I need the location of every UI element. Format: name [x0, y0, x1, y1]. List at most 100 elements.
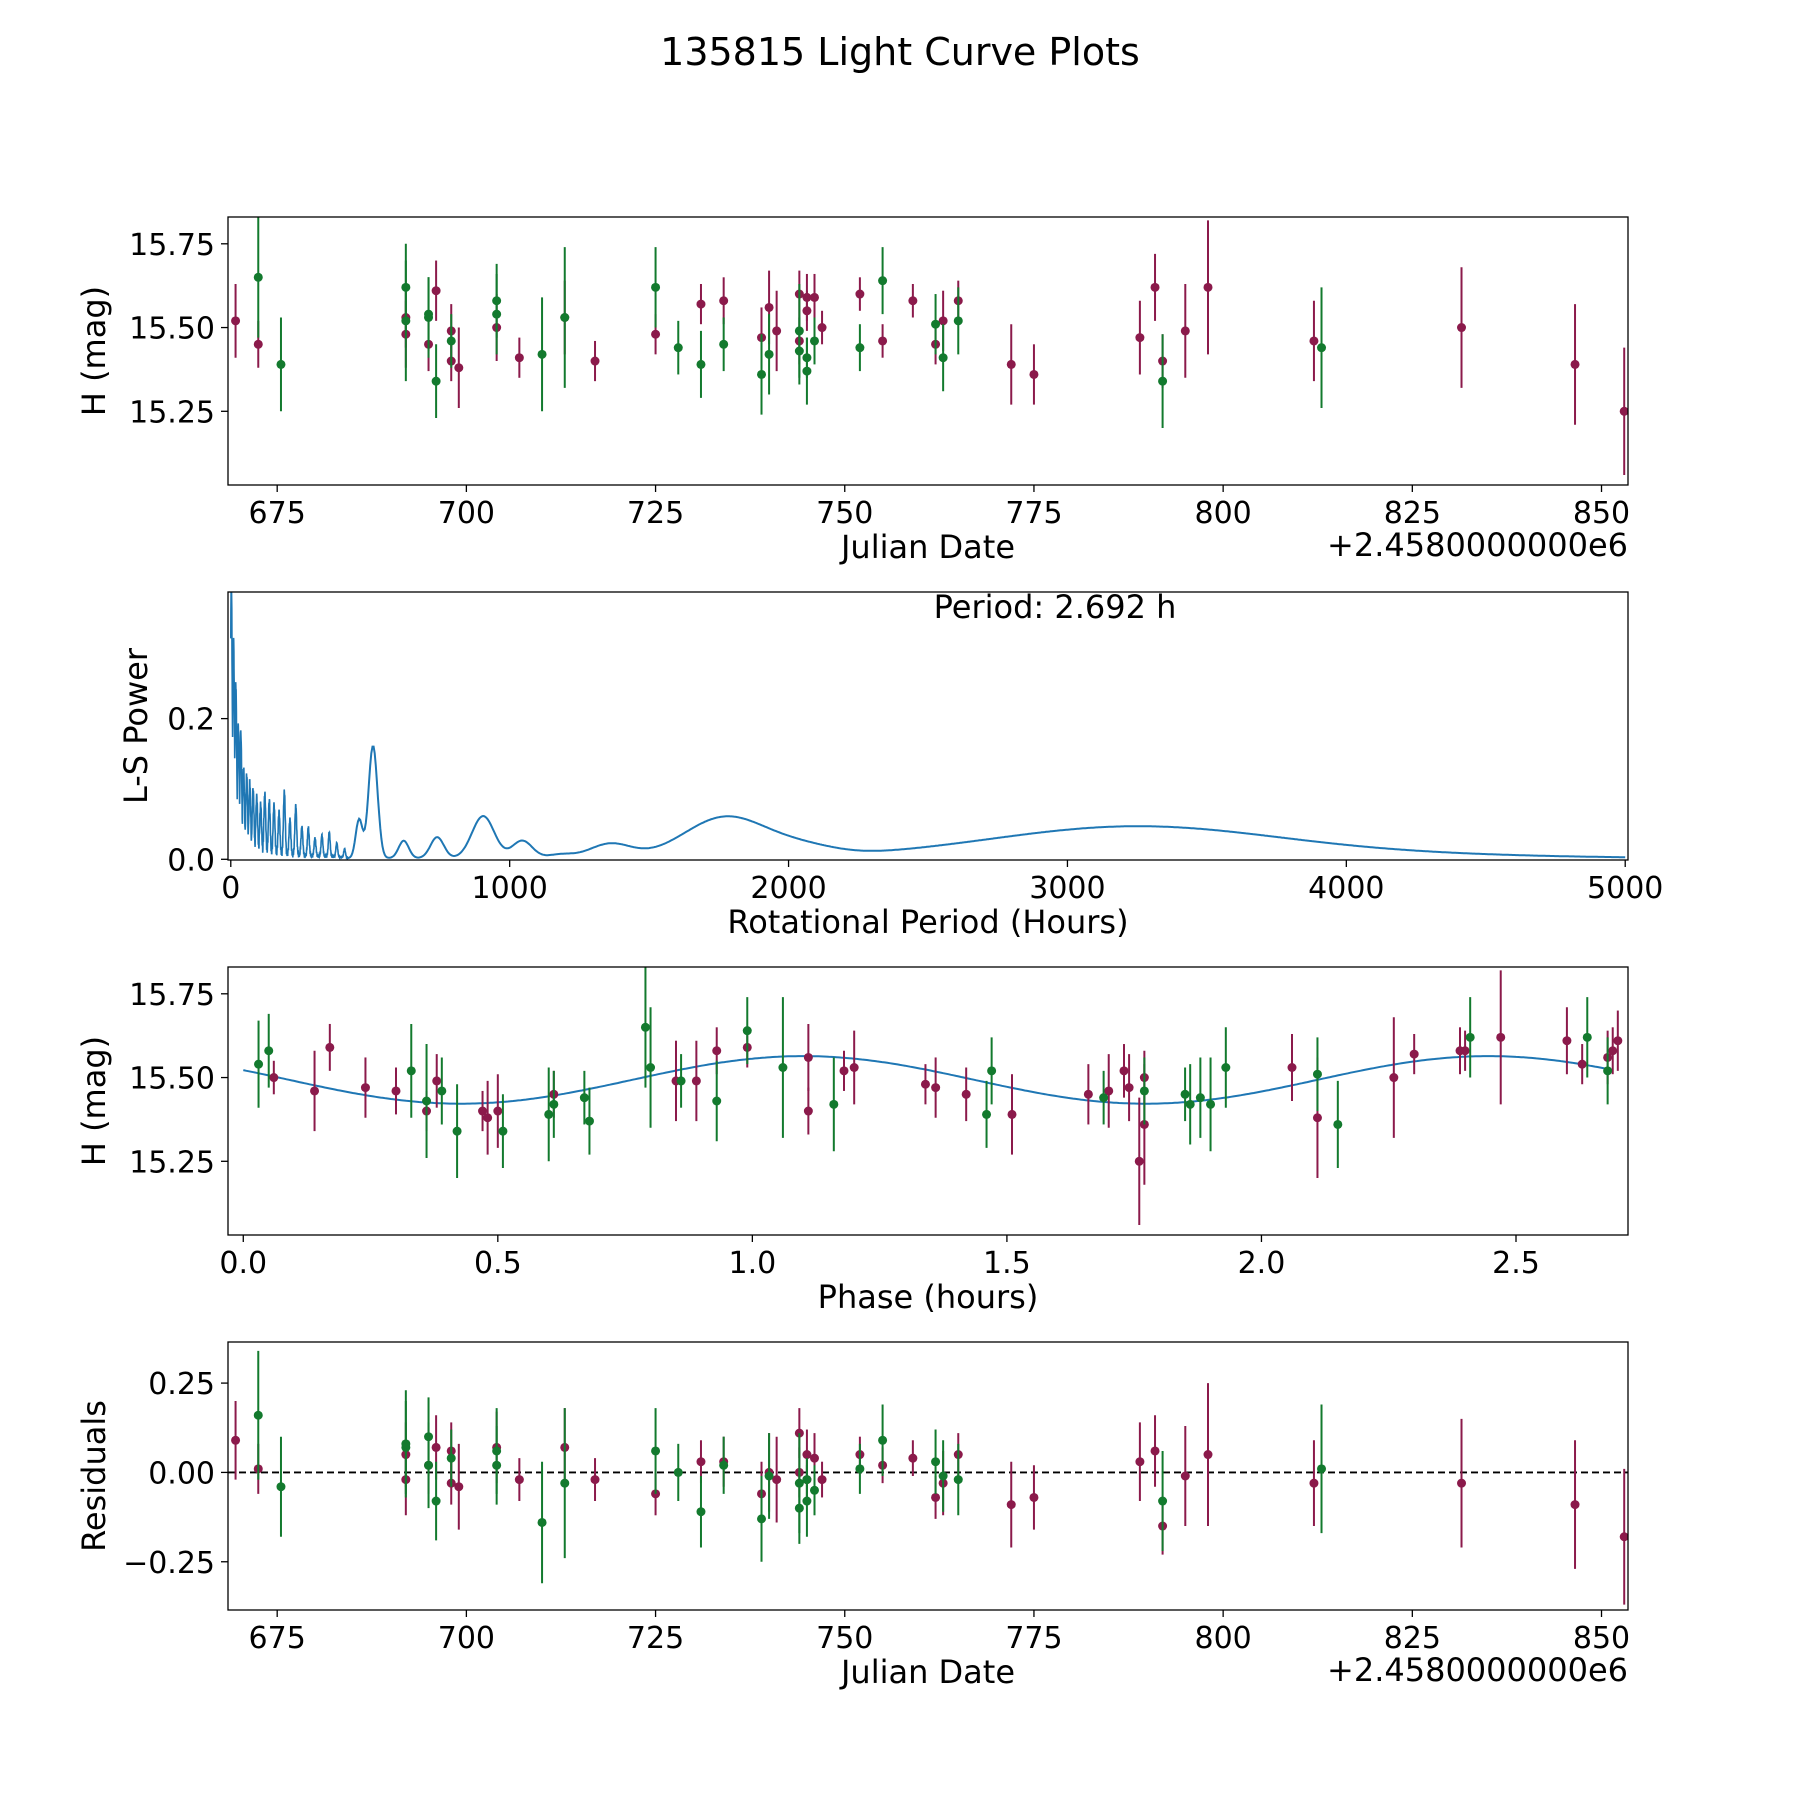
data-point-magenta — [1619, 1532, 1628, 1542]
data-point-green — [742, 1026, 752, 1036]
panel-periodogram: 0 1000 2000 3000 4000 5000 0.0 0.2 Period: 2.6… — [117, 588, 1663, 941]
data-point-magenta — [1619, 406, 1628, 416]
x-tick-label: 725 — [627, 1621, 684, 1656]
data-point-magenta — [1457, 1478, 1467, 1488]
data-point-magenta — [514, 353, 524, 363]
data-point-green — [953, 1475, 963, 1485]
phase-y-label: H (mag) — [75, 1036, 113, 1166]
data-point-green — [276, 359, 286, 369]
data-point-magenta — [809, 292, 819, 302]
residuals-offset-text: +2.4580000000e6 — [1327, 1651, 1628, 1689]
figure-title: 135815 Light Curve Plots — [660, 30, 1140, 74]
data-point-green — [1099, 1093, 1109, 1103]
x-tick-label: 850 — [1573, 1621, 1630, 1656]
data-point-magenta — [691, 1076, 701, 1086]
y-tick-label: 15.50 — [129, 312, 215, 347]
residuals-x-ticks: 675 700 725 750 775 800 825 850 — [249, 1610, 1630, 1656]
data-point-magenta — [432, 1076, 442, 1086]
data-point-green — [794, 1503, 804, 1513]
data-point-green — [696, 359, 706, 369]
data-point-green — [537, 349, 547, 359]
data-point-green — [437, 1086, 447, 1096]
data-point-magenta — [764, 302, 774, 312]
data-point-green — [696, 1507, 706, 1517]
data-point-green — [938, 1471, 948, 1481]
periodogram-y-ticks: 0.0 0.2 — [167, 703, 228, 878]
data-point-magenta — [1135, 1457, 1145, 1467]
phase-plot-area — [243, 967, 1623, 1225]
period-annotation: Period: 2.692 h — [934, 588, 1177, 626]
data-point-magenta — [1029, 369, 1039, 379]
data-point-green — [829, 1099, 839, 1109]
data-point-green — [1582, 1032, 1592, 1042]
data-point-green — [264, 1046, 274, 1056]
x-tick-label: 5000 — [1587, 871, 1663, 906]
data-point-magenta — [696, 299, 706, 309]
periodogram-line — [347, 745, 1626, 860]
data-point-magenta — [651, 329, 661, 339]
data-point-magenta — [931, 1492, 941, 1502]
x-tick-label: 3000 — [1029, 871, 1105, 906]
data-point-green — [1312, 1069, 1322, 1079]
data-point-magenta — [1124, 1083, 1134, 1093]
residuals-plot-area — [228, 1350, 1628, 1605]
data-point-magenta — [1006, 359, 1016, 369]
data-point-magenta — [719, 296, 729, 306]
x-tick-label: 2000 — [750, 871, 826, 906]
data-point-green — [673, 343, 683, 353]
data-point-magenta — [431, 1442, 441, 1452]
periodogram-y-label: L-S Power — [117, 647, 155, 804]
data-point-magenta — [817, 323, 827, 333]
data-point-magenta — [908, 1453, 918, 1463]
light-curve-x-label: Julian Date — [839, 528, 1015, 566]
data-point-magenta — [1389, 1073, 1399, 1083]
data-point-green — [276, 1482, 286, 1492]
residuals-y-label: Residuals — [75, 1400, 113, 1552]
data-point-green — [878, 276, 888, 286]
phase-x-label: Phase (hours) — [818, 1278, 1039, 1316]
x-tick-label: 0.5 — [474, 1246, 522, 1281]
data-point-magenta — [817, 1475, 827, 1485]
data-point-green — [549, 1099, 559, 1109]
data-point-magenta — [325, 1042, 335, 1052]
data-point-green — [855, 343, 865, 353]
y-tick-label: 0.25 — [148, 1367, 215, 1402]
data-point-magenta — [590, 1475, 600, 1485]
data-point-magenta — [493, 1106, 503, 1116]
data-point-green — [802, 1496, 812, 1506]
data-point-green — [537, 1517, 547, 1527]
y-tick-label: 15.25 — [129, 395, 215, 430]
data-point-green — [719, 1460, 729, 1470]
data-point-green — [422, 1096, 432, 1106]
data-point-green — [778, 1063, 788, 1072]
x-tick-label: 1.0 — [729, 1246, 777, 1281]
data-point-magenta — [1083, 1089, 1093, 1099]
data-point-green — [646, 1063, 656, 1072]
y-tick-label: −0.25 — [123, 1546, 215, 1581]
periodogram-x-label: Rotational Period (Hours) — [727, 903, 1128, 941]
data-point-magenta — [803, 1106, 813, 1116]
data-point-magenta — [1203, 282, 1213, 292]
data-point-green — [757, 1514, 767, 1524]
x-tick-label: 800 — [1195, 496, 1252, 531]
data-point-magenta — [772, 1475, 782, 1485]
data-point-magenta — [802, 1450, 812, 1460]
data-point-magenta — [1608, 1046, 1618, 1056]
data-point-green — [1158, 376, 1168, 386]
data-point-magenta — [514, 1475, 524, 1485]
data-point-magenta — [1460, 1046, 1470, 1056]
y-tick-label: 15.25 — [129, 1145, 215, 1180]
fit-group — [243, 1055, 1613, 1105]
data-point-magenta — [231, 316, 241, 326]
data-point-magenta — [1570, 1500, 1580, 1510]
data-point-green — [1603, 1066, 1613, 1076]
data-point-green — [1221, 1063, 1231, 1072]
data-point-magenta — [1562, 1036, 1572, 1046]
periodogram-noise-line — [230, 592, 349, 860]
data-point-green — [855, 1464, 865, 1474]
data-point-green — [1180, 1089, 1190, 1099]
data-point-green — [809, 1485, 819, 1495]
periodogram-series — [230, 592, 1626, 860]
light-curve-plot-area — [231, 217, 1628, 475]
